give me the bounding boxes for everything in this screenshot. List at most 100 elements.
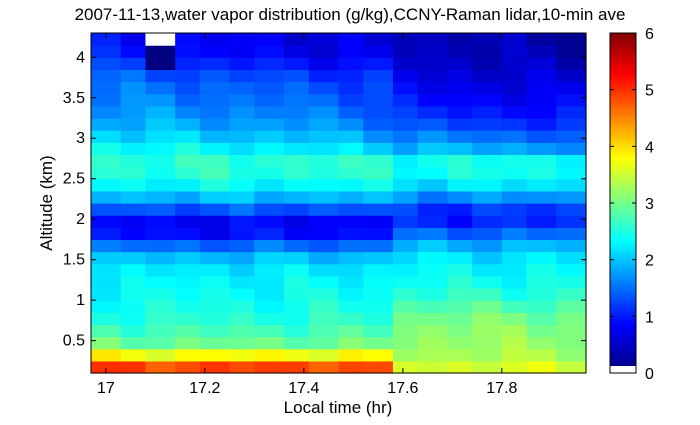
heatmap-cell bbox=[338, 360, 364, 374]
heatmap-cell bbox=[556, 263, 587, 277]
heatmap-cell bbox=[308, 215, 340, 228]
heatmap-cell bbox=[254, 348, 285, 362]
heatmap-cell bbox=[526, 348, 557, 362]
heatmap-cell bbox=[120, 45, 147, 58]
heatmap-cell bbox=[556, 69, 587, 83]
heatmap-cell bbox=[501, 105, 528, 119]
heatmap-cell bbox=[308, 251, 340, 265]
heatmap-cell bbox=[338, 300, 364, 313]
heatmap-cell bbox=[308, 142, 340, 156]
heatmap-cell bbox=[338, 33, 364, 46]
heatmap-cell bbox=[91, 288, 122, 301]
heatmap-cell bbox=[363, 154, 394, 168]
heatmap-cell bbox=[417, 166, 448, 180]
heatmap-cell bbox=[308, 178, 340, 192]
heatmap-cell bbox=[447, 190, 473, 204]
heatmap-cell bbox=[284, 45, 310, 58]
heatmap-cell bbox=[120, 69, 147, 83]
heatmap-cell bbox=[363, 360, 394, 374]
heatmap-cell bbox=[392, 142, 419, 156]
heatmap-cell bbox=[175, 227, 201, 241]
heatmap-cell bbox=[308, 105, 340, 119]
heatmap-cell bbox=[308, 227, 340, 241]
x-tick-label: 17 bbox=[97, 380, 115, 397]
heatmap-cell bbox=[254, 33, 285, 46]
heatmap-cell bbox=[417, 251, 448, 265]
heatmap-cell bbox=[229, 81, 255, 95]
y-tick-label: 2.5 bbox=[63, 171, 85, 188]
heatmap-cell bbox=[199, 33, 231, 46]
heatmap-cell bbox=[284, 300, 310, 313]
heatmap-cell bbox=[363, 81, 394, 95]
heatmap-cell bbox=[501, 203, 528, 216]
heatmap-cell bbox=[120, 81, 147, 95]
heatmap-cell bbox=[501, 178, 528, 192]
heatmap-cell bbox=[338, 251, 364, 265]
heatmap-cell bbox=[308, 190, 340, 204]
heatmap-cell bbox=[447, 348, 473, 362]
y-axis-ticks: 0.5 1 1.5 2 2.5 3 3.5 4 bbox=[63, 49, 586, 350]
heatmap-cell bbox=[229, 251, 255, 265]
heatmap-cell bbox=[472, 178, 503, 192]
heatmap-cell bbox=[526, 105, 557, 119]
heatmap-cell bbox=[175, 166, 201, 180]
heatmap-cell bbox=[229, 69, 255, 83]
heatmap-cell bbox=[91, 263, 122, 277]
heatmap-cell bbox=[472, 105, 503, 119]
heatmap-cell bbox=[472, 275, 503, 289]
heatmap-cell bbox=[175, 81, 201, 95]
heatmap-cell bbox=[91, 105, 122, 119]
heatmap-cell bbox=[392, 215, 419, 228]
heatmap-cell bbox=[526, 288, 557, 301]
heatmap-cell bbox=[526, 69, 557, 83]
heatmap-cell bbox=[526, 81, 557, 95]
heatmap-cell bbox=[363, 105, 394, 119]
x-tick-label: 17.8 bbox=[486, 380, 517, 397]
heatmap-cell bbox=[199, 215, 231, 228]
heatmap-cell bbox=[363, 45, 394, 58]
heatmap-cell bbox=[526, 57, 557, 71]
y-axis-label: Altitude (km) bbox=[37, 155, 56, 250]
heatmap-cell bbox=[417, 105, 448, 119]
heatmap-cell bbox=[501, 312, 528, 326]
heatmap-cell bbox=[556, 360, 587, 374]
heatmap-cell bbox=[447, 288, 473, 301]
heatmap-cell bbox=[526, 203, 557, 216]
heatmap-cell bbox=[472, 215, 503, 228]
heatmap-cell bbox=[447, 336, 473, 350]
heatmap-cell bbox=[145, 227, 176, 241]
x-axis-ticks: 17 17.2 17.4 17.6 17.8 bbox=[97, 33, 518, 397]
heatmap-cell bbox=[91, 360, 122, 374]
heatmap-cell bbox=[417, 190, 448, 204]
heatmap-cell bbox=[392, 154, 419, 168]
heatmap-cell bbox=[229, 142, 255, 156]
heatmap-cell bbox=[417, 45, 448, 58]
heatmap-cell bbox=[392, 45, 419, 58]
heatmap-cell bbox=[338, 275, 364, 289]
heatmap-cell bbox=[472, 142, 503, 156]
heatmap-cell bbox=[501, 227, 528, 241]
heatmap-cell bbox=[199, 324, 231, 338]
heatmap-cell bbox=[308, 324, 340, 338]
heatmap-cell bbox=[501, 300, 528, 313]
heatmap-cell bbox=[308, 33, 340, 46]
heatmap-cell bbox=[556, 154, 587, 168]
heatmap-cell bbox=[308, 118, 340, 131]
heatmap-cell bbox=[175, 105, 201, 119]
heatmap-cell bbox=[556, 324, 587, 338]
heatmap-cell bbox=[145, 324, 176, 338]
heatmap-cell bbox=[254, 288, 285, 301]
heatmap-cell bbox=[308, 336, 340, 350]
heatmap-cell bbox=[472, 288, 503, 301]
heatmap-cell bbox=[526, 33, 557, 46]
heatmap-cell bbox=[363, 130, 394, 143]
heatmap-cell bbox=[175, 69, 201, 83]
heatmap-cell bbox=[556, 312, 587, 326]
heatmap-cell bbox=[526, 142, 557, 156]
heatmap-cell bbox=[417, 336, 448, 350]
heatmap-cell bbox=[417, 130, 448, 143]
heatmap-cell bbox=[284, 275, 310, 289]
heatmap-cell bbox=[145, 81, 176, 95]
heatmap-cell bbox=[284, 263, 310, 277]
heatmap-cell bbox=[91, 142, 122, 156]
